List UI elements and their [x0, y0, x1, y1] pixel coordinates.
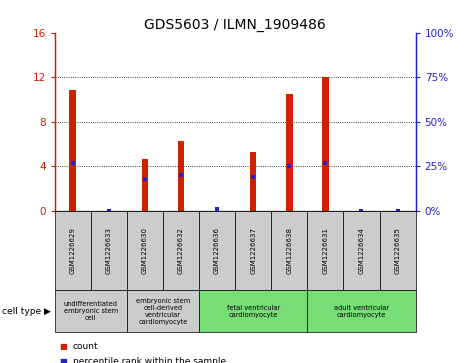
Text: GSM1226635: GSM1226635 — [395, 227, 400, 274]
Text: ■: ■ — [59, 342, 67, 351]
Bar — [178, 140, 184, 211]
Text: GSM1226636: GSM1226636 — [214, 227, 220, 274]
Point — [249, 174, 257, 180]
Bar — [322, 77, 329, 211]
Point — [213, 206, 221, 212]
Point — [141, 176, 149, 182]
Text: embryonic stem
cell-derived
ventricular
cardiomyocyte: embryonic stem cell-derived ventricular … — [136, 298, 190, 325]
Bar — [286, 94, 293, 211]
Point — [69, 160, 76, 166]
Text: GSM1226630: GSM1226630 — [142, 227, 148, 274]
Text: undifferentiated
embryonic stem
cell: undifferentiated embryonic stem cell — [64, 301, 118, 321]
Text: ■: ■ — [59, 357, 67, 363]
Point — [394, 208, 401, 213]
Point — [322, 160, 329, 166]
Text: fetal ventricular
cardiomyocyte: fetal ventricular cardiomyocyte — [227, 305, 280, 318]
Point — [358, 208, 365, 213]
Text: GSM1226633: GSM1226633 — [106, 227, 112, 274]
Text: adult ventricular
cardiomyocyte: adult ventricular cardiomyocyte — [334, 305, 389, 318]
Text: GSM1226637: GSM1226637 — [250, 227, 256, 274]
Text: percentile rank within the sample: percentile rank within the sample — [73, 357, 226, 363]
Text: GSM1226632: GSM1226632 — [178, 227, 184, 274]
Bar — [69, 90, 76, 211]
Bar — [250, 152, 256, 211]
Point — [177, 172, 185, 178]
Text: GSM1226629: GSM1226629 — [70, 227, 76, 274]
Title: GDS5603 / ILMN_1909486: GDS5603 / ILMN_1909486 — [144, 18, 326, 32]
Bar — [142, 159, 148, 211]
Point — [285, 163, 293, 169]
Text: cell type ▶: cell type ▶ — [2, 307, 51, 316]
Text: GSM1226638: GSM1226638 — [286, 227, 292, 274]
Text: count: count — [73, 342, 98, 351]
Point — [105, 208, 113, 213]
Text: GSM1226631: GSM1226631 — [323, 227, 328, 274]
Text: GSM1226634: GSM1226634 — [359, 227, 364, 274]
